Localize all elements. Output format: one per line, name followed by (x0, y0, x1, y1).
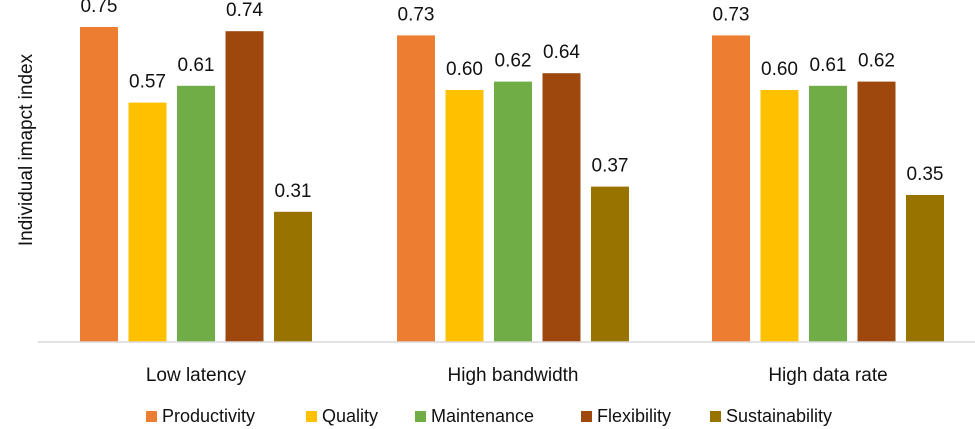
legend-label-maintenance: Maintenance (431, 406, 534, 426)
data-label-maintenance-low-latency: 0.61 (178, 55, 215, 76)
bar-flexibility-low-latency (225, 31, 264, 342)
legend-label-flexibility: Flexibility (597, 406, 671, 426)
bar-sustainability-high-bandwidth (591, 186, 629, 342)
bar-productivity-high-data-rate (712, 35, 750, 343)
data-label-productivity-high-data-rate: 0.73 (713, 4, 750, 25)
legend-label-productivity: Productivity (162, 406, 255, 426)
legend-label-sustainability: Sustainability (726, 406, 832, 426)
data-label-flexibility-high-bandwidth: 0.64 (543, 42, 580, 63)
data-label-flexibility-low-latency: 0.74 (226, 0, 263, 21)
y-axis-title: Individual imapct index (16, 53, 37, 246)
legend-swatch-quality (306, 411, 317, 422)
data-labels-layer: 0.75 0.57 0.61 0.74 0.31 0.73 0.60 0.62 0.64 0.37… (81, 0, 944, 202)
data-label-productivity-low-latency: 0.75 (81, 0, 118, 17)
data-label-quality-low-latency: 0.57 (129, 72, 166, 93)
bar-maintenance-high-bandwidth (494, 81, 532, 342)
data-label-productivity-high-bandwidth: 0.73 (398, 4, 435, 25)
legend-swatch-productivity (146, 411, 157, 422)
data-label-sustainability-high-data-rate: 0.35 (907, 164, 944, 185)
legend-swatch-maintenance (415, 411, 426, 422)
bar-quality-high-bandwidth (445, 90, 484, 342)
category-label-high-data-rate: High data rate (768, 365, 887, 386)
data-label-quality-high-bandwidth: 0.60 (446, 59, 483, 80)
category-label-low-latency: Low latency (146, 365, 247, 386)
data-label-quality-high-data-rate: 0.60 (761, 59, 798, 80)
bar-quality-low-latency (128, 102, 167, 342)
bar-quality-high-data-rate (760, 90, 799, 342)
bar-sustainability-high-data-rate (906, 195, 944, 342)
bar-maintenance-low-latency (177, 85, 215, 343)
data-label-maintenance-high-bandwidth: 0.62 (495, 51, 532, 72)
bar-productivity-low-latency (80, 27, 118, 342)
legend-label-quality: Quality (322, 406, 378, 426)
bar-maintenance-high-data-rate (809, 85, 847, 343)
bar-flexibility-high-data-rate (857, 81, 896, 342)
data-label-flexibility-high-data-rate: 0.62 (858, 51, 895, 72)
category-labels-layer: Low latency High bandwidth High data rate (146, 365, 888, 386)
legend: Productivity Quality Maintenance Flexibilit… (146, 406, 832, 426)
data-label-sustainability-high-bandwidth: 0.37 (592, 156, 629, 177)
data-label-maintenance-high-data-rate: 0.61 (810, 55, 847, 76)
bar-sustainability-low-latency (274, 211, 312, 342)
category-label-high-bandwidth: High bandwidth (448, 365, 579, 386)
bar-productivity-high-bandwidth (397, 35, 435, 343)
legend-swatch-flexibility (581, 411, 592, 422)
bar-flexibility-high-bandwidth (542, 73, 581, 342)
data-label-sustainability-low-latency: 0.31 (275, 181, 312, 202)
bars-layer (80, 27, 944, 343)
legend-swatch-sustainability (710, 411, 721, 422)
